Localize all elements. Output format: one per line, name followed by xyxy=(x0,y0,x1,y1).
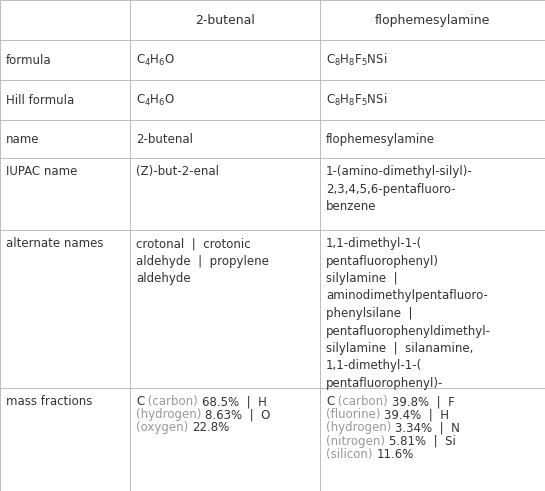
Text: flophemesylamine: flophemesylamine xyxy=(326,133,435,145)
Text: (Z)-but-2-enal: (Z)-but-2-enal xyxy=(136,165,219,178)
Text: 22.8%: 22.8% xyxy=(192,421,229,435)
Text: (nitrogen): (nitrogen) xyxy=(326,435,389,448)
Text: (hydrogen): (hydrogen) xyxy=(136,408,205,421)
Text: $\mathdefault{C_{8}H_{8}F_{5}NSi}$: $\mathdefault{C_{8}H_{8}F_{5}NSi}$ xyxy=(326,52,387,68)
Text: crotonal  |  crotonic
aldehyde  |  propylene
aldehyde: crotonal | crotonic aldehyde | propylene… xyxy=(136,237,269,285)
Text: C: C xyxy=(136,395,144,408)
Text: 68.5%  |  H: 68.5% | H xyxy=(202,395,267,408)
Text: 3.34%  |  N: 3.34% | N xyxy=(395,421,460,435)
Text: $\mathdefault{C_{4}H_{6}O}$: $\mathdefault{C_{4}H_{6}O}$ xyxy=(136,92,175,108)
Text: (carbon): (carbon) xyxy=(144,395,202,408)
Text: mass fractions: mass fractions xyxy=(6,395,92,408)
Text: 5.81%  |  Si: 5.81% | Si xyxy=(389,435,456,448)
Text: 2-butenal: 2-butenal xyxy=(195,13,255,27)
Text: 39.4%  |  H: 39.4% | H xyxy=(384,408,449,421)
Text: Hill formula: Hill formula xyxy=(6,93,74,107)
Text: IUPAC name: IUPAC name xyxy=(6,165,77,178)
Text: (hydrogen): (hydrogen) xyxy=(326,421,395,435)
Text: $\mathdefault{C_{4}H_{6}O}$: $\mathdefault{C_{4}H_{6}O}$ xyxy=(136,53,175,68)
Text: 1,1-dimethyl-1-(
pentafluorophenyl)
silylamine  |
aminodimethylpentafluoro-
phen: 1,1-dimethyl-1-( pentafluorophenyl) sily… xyxy=(326,237,491,390)
Text: alternate names: alternate names xyxy=(6,237,104,250)
Text: 11.6%: 11.6% xyxy=(376,448,414,461)
Text: (carbon): (carbon) xyxy=(334,395,392,408)
Text: flophemesylamine: flophemesylamine xyxy=(375,13,490,27)
Text: (oxygen): (oxygen) xyxy=(136,421,192,435)
Text: 8.63%  |  O: 8.63% | O xyxy=(205,408,270,421)
Text: (fluorine): (fluorine) xyxy=(326,408,384,421)
Text: (silicon): (silicon) xyxy=(326,448,376,461)
Text: $\mathdefault{C_{8}H_{8}F_{5}NSi}$: $\mathdefault{C_{8}H_{8}F_{5}NSi}$ xyxy=(326,92,387,108)
Text: 2-butenal: 2-butenal xyxy=(136,133,193,145)
Text: name: name xyxy=(6,133,39,145)
Text: C: C xyxy=(326,395,334,408)
Text: 39.8%  |  F: 39.8% | F xyxy=(392,395,455,408)
Text: formula: formula xyxy=(6,54,52,66)
Text: 1-(amino-dimethyl-silyl)-
2,3,4,5,6-pentafluoro-
benzene: 1-(amino-dimethyl-silyl)- 2,3,4,5,6-pent… xyxy=(326,165,473,213)
